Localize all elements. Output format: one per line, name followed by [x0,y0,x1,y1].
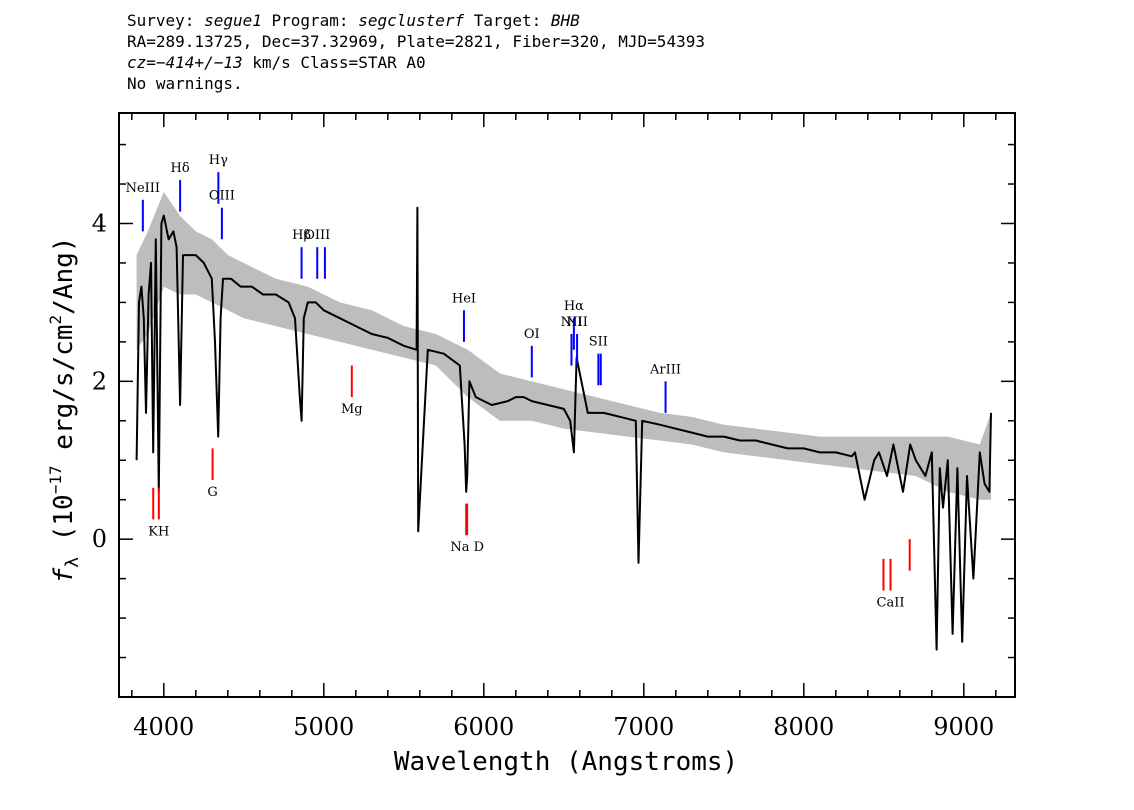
emission-line-label: NII [566,315,588,330]
x-tick-label: 5000 [293,713,354,741]
y-axis-title: fλ (10−17 erg/s/cm2/Ang) [46,237,83,584]
emission-line-label: OI [524,327,540,342]
redshift-value: cz=−414+/−13 [127,53,243,72]
survey-label: Survey: [127,11,205,30]
absorption-line-label: Mg [341,402,363,417]
plot-frame [118,112,1016,698]
error-band [136,191,992,500]
program-value: segclusterf [358,11,465,30]
program-label: Program: [261,11,359,30]
flux-line [135,206,992,651]
x-tick-label: 9000 [933,713,994,741]
x-tick-label: 6000 [453,713,514,741]
y-tick-label: 0 [92,525,107,553]
header-line-survey: Survey: segue1 Program: segclusterf Targ… [127,10,705,31]
header-line-coordinates: RA=289.13725, Dec=37.32969, Plate=2821, … [127,32,705,51]
x-axis-title: Wavelength (Angstroms) [394,747,738,777]
emission-line-label: Hβ [292,228,311,243]
spectral-line-markers: NeIIIHδHγOIIIHβOIIIHeIOINIIHαNIISIIArIII… [126,153,911,610]
axes: 4000 5000 6000 7000 8000 9000 0 2 4 [92,112,1016,741]
emission-line-label: OIII [209,189,235,204]
absorption-line-label: G [207,485,217,500]
emission-line-label: HeI [452,291,476,306]
header-line-warnings: No warnings. [127,74,243,93]
emission-line-label: NII [561,315,583,330]
absorption-line-label: CaII [877,595,905,610]
header-line-redshift: cz=−414+/−13 km/s Class=STAR A0 [127,52,705,73]
flux-series [135,206,992,651]
class-value: km/s Class=STAR A0 [242,53,426,72]
y-tick-label: 4 [92,209,107,237]
emission-line-label: OIII [304,228,330,243]
absorption-line-label: KH [148,524,169,539]
emission-line-label: NeIII [126,181,160,196]
x-tick-label: 8000 [773,713,834,741]
x-tick-label: 7000 [613,713,674,741]
emission-line-label: Hα [564,299,584,314]
target-label: Target: [464,11,551,30]
target-value: BHB [550,11,580,30]
absorption-line-label: Na D [450,540,484,555]
error-band-area [136,191,992,500]
survey-value: segue1 [204,11,262,30]
y-tick-label: 2 [92,367,107,395]
emission-line-label: SII [589,335,608,350]
x-tick-label: 4000 [133,713,194,741]
emission-line-label: Hγ [209,153,228,168]
emission-line-label: Hδ [171,161,190,176]
emission-line-label: ArIII [649,362,681,377]
spectrum-header: Survey: segue1 Program: segclusterf Targ… [127,10,705,94]
